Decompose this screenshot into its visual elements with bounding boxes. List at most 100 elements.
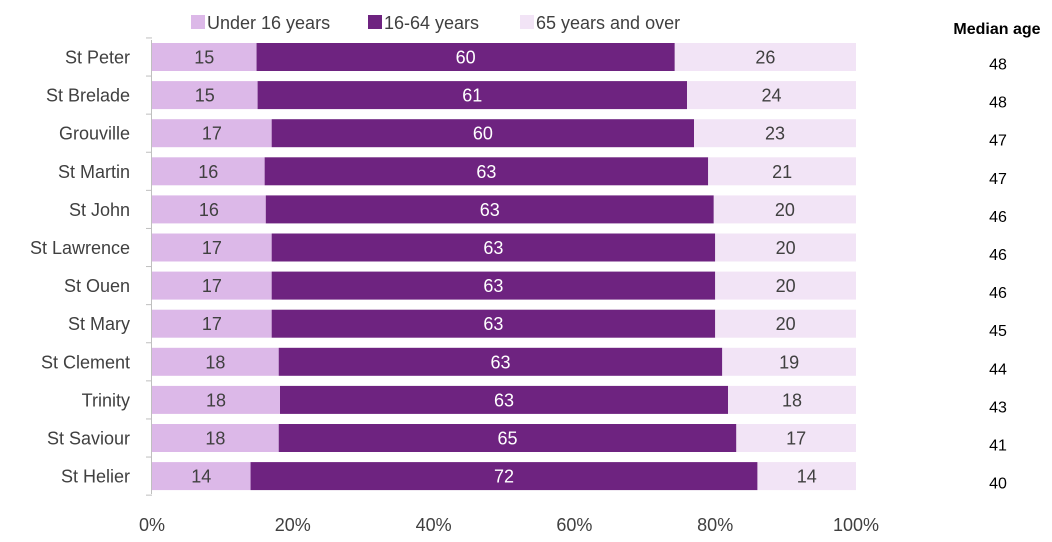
- median-age-value: 48: [989, 57, 1007, 74]
- data-label: 63: [483, 276, 503, 296]
- median-age-value: 46: [989, 209, 1007, 226]
- bar-segment: [271, 233, 716, 262]
- legend-label-3: 65 years and over: [536, 13, 680, 33]
- median-age-column: Median age 48 48 47 47 46 46 46 45 44 43 41 40: [953, 21, 1040, 493]
- bar-segment: [271, 309, 716, 338]
- data-label: 18: [205, 429, 225, 449]
- category-label: Grouville: [59, 124, 130, 144]
- data-label: 16: [198, 162, 218, 182]
- legend-label-2: 16-64 years: [384, 13, 479, 33]
- x-tick-label: 40%: [416, 515, 452, 535]
- x-axis: 0% 20% 40% 60% 80% 100%: [139, 515, 879, 535]
- category-label: St Peter: [65, 48, 130, 68]
- data-label: 14: [797, 467, 817, 487]
- x-tick-label: 0%: [139, 515, 165, 535]
- bar-segment: [280, 385, 728, 414]
- bar-segment: [728, 385, 856, 414]
- median-age-value: 46: [989, 247, 1007, 264]
- median-age-value: 48: [989, 95, 1007, 112]
- bar-segment: [250, 462, 758, 491]
- median-age-header: Median age: [953, 21, 1040, 38]
- legend-label-1: Under 16 years: [207, 13, 330, 33]
- bar-segment: [152, 424, 279, 452]
- data-label: 14: [191, 467, 211, 487]
- data-label: 20: [775, 200, 795, 220]
- data-label: 18: [782, 390, 802, 410]
- bar-segment: [152, 157, 265, 186]
- bar-segment: [152, 81, 258, 110]
- bar-segment: [265, 195, 714, 224]
- bar-segment: [152, 233, 272, 262]
- bar-segment: [757, 462, 856, 491]
- data-label: 60: [473, 124, 493, 144]
- legend-swatch-3: [520, 15, 534, 29]
- bar-segment: [715, 233, 856, 262]
- data-label: 61: [462, 86, 482, 106]
- x-tick-label: 60%: [556, 515, 592, 535]
- data-label: 60: [456, 48, 476, 68]
- median-age-value: 45: [989, 323, 1007, 340]
- data-label: 63: [490, 352, 510, 372]
- bar-segment: [694, 119, 856, 148]
- bar-segment: [674, 43, 856, 71]
- category-label: St Clement: [41, 352, 130, 372]
- category-label: St Martin: [58, 162, 130, 182]
- data-label: 18: [205, 352, 225, 372]
- data-label: 23: [765, 124, 785, 144]
- bar-segment: [256, 43, 675, 71]
- bar-segment: [271, 271, 716, 300]
- data-label: 17: [202, 124, 222, 144]
- data-label: 20: [776, 314, 796, 334]
- bar-segment: [687, 81, 856, 110]
- data-label: 20: [776, 238, 796, 258]
- bar-segment: [271, 119, 695, 148]
- bar-segment: [708, 157, 856, 186]
- bar-segment: [715, 309, 856, 338]
- data-label: 18: [206, 390, 226, 410]
- data-label: 17: [202, 238, 222, 258]
- bar-segment: [257, 81, 688, 110]
- median-age-value: 44: [989, 361, 1007, 378]
- data-label: 19: [779, 352, 799, 372]
- data-label: 65: [498, 429, 518, 449]
- data-label: 63: [483, 238, 503, 258]
- bar-segment: [278, 424, 737, 452]
- median-age-value: 47: [989, 133, 1007, 150]
- data-label: 63: [476, 162, 496, 182]
- bar-segment: [152, 271, 272, 300]
- data-label: 72: [494, 467, 514, 487]
- bar-segment: [264, 157, 709, 186]
- data-label: 63: [483, 314, 503, 334]
- bars-group: 15 60 26 15 61 24 17 60 23 16 63 21 16 63 20 17 63 20 17 63…: [152, 43, 856, 491]
- data-label: 21: [772, 162, 792, 182]
- bar-segment: [722, 347, 856, 376]
- x-tick-label: 80%: [697, 515, 733, 535]
- data-label: 17: [202, 276, 222, 296]
- data-label: 63: [480, 200, 500, 220]
- bar-segment: [152, 347, 279, 376]
- bar-segment: [278, 347, 723, 376]
- median-age-value: 43: [989, 399, 1007, 416]
- category-label: St Saviour: [47, 429, 130, 449]
- category-label: St Brelade: [46, 86, 130, 106]
- bar-segment: [152, 309, 272, 338]
- legend-swatch-2: [368, 15, 382, 29]
- median-age-value: 46: [989, 285, 1007, 302]
- legend: Under 16 years 16-64 years 65 years and ov…: [191, 13, 680, 33]
- bar-segment: [152, 119, 272, 148]
- data-label: 20: [776, 276, 796, 296]
- bar-segment: [713, 195, 856, 224]
- category-label: St Lawrence: [30, 238, 130, 258]
- median-age-value: 40: [989, 476, 1007, 493]
- bar-segment: [736, 424, 856, 452]
- bar-segment: [152, 385, 280, 414]
- median-age-value: 47: [989, 171, 1007, 188]
- data-label: 15: [194, 48, 214, 68]
- data-label: 26: [755, 48, 775, 68]
- category-label: Trinity: [82, 390, 130, 410]
- bar-segment: [152, 195, 266, 224]
- data-label: 17: [202, 314, 222, 334]
- bar-segment: [715, 271, 856, 300]
- y-axis: St Peter St Brelade Grouville St Martin St J…: [30, 37, 152, 496]
